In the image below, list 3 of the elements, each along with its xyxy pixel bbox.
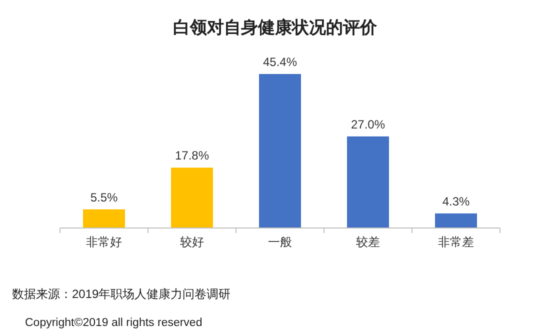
annotation: 数据来源：2019年职场人健康力问卷调研 (12, 287, 231, 301)
title: 白领对自身健康状况的评价 (173, 18, 377, 37)
annotation: Copyright©2019 all rights reserved (25, 317, 202, 329)
